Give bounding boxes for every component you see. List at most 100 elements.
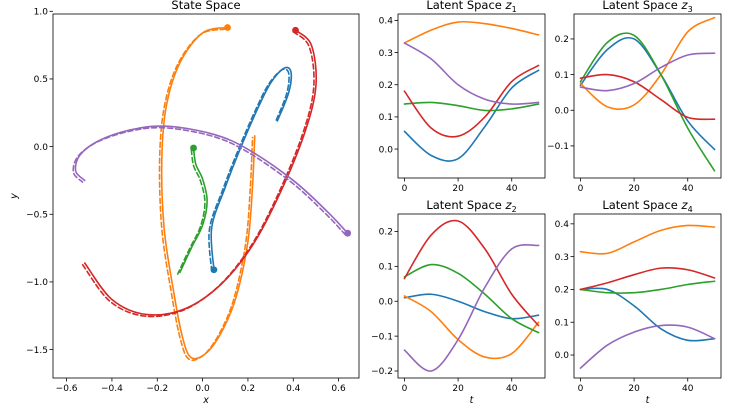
series-green-start-point xyxy=(190,144,197,152)
series-orange-line xyxy=(579,16,716,110)
series-green-line xyxy=(179,147,208,274)
series-orange-line xyxy=(403,295,540,360)
panel-title: Latent Space z1 xyxy=(426,0,516,14)
plot-area xyxy=(579,16,716,172)
plot-area xyxy=(579,224,716,369)
series-red-line xyxy=(403,219,540,327)
series-green-dashed-line xyxy=(176,148,206,275)
panel-latent-z3: 0 20 40 −0.1 0.0 0.1 0.2 Latent Space z3 xyxy=(547,0,722,194)
series-blue-line xyxy=(210,66,293,271)
series-red-line xyxy=(83,29,318,316)
y-tick-label: 0.1 xyxy=(379,113,393,123)
series-purple-line xyxy=(579,324,716,369)
x-axis-label: x xyxy=(202,395,209,406)
series-blue-line xyxy=(403,293,540,320)
y-tick-label: 0.1 xyxy=(379,263,393,273)
x-tick-label: 40 xyxy=(682,184,694,194)
series-purple-line xyxy=(403,42,540,105)
y-tick-label: 0.2 xyxy=(555,35,569,45)
series-blue-line xyxy=(403,69,540,162)
x-tick-label: 0 xyxy=(402,384,408,394)
axes-frame xyxy=(573,13,722,179)
series-blue-dashed-line xyxy=(208,68,290,273)
y-tick-label: −0.1 xyxy=(371,332,393,342)
y-tick-label: 0.1 xyxy=(555,318,569,328)
axes-frame xyxy=(397,213,546,379)
panel-title: Latent Space z3 xyxy=(602,0,692,14)
series-red-line xyxy=(579,266,716,291)
x-axis-label: t xyxy=(646,395,651,406)
panel-latent-z4: 0 20 40 0.0 0.1 0.2 0.3 0.4 Latent Space z4 t xyxy=(555,198,722,406)
series-red-line xyxy=(403,64,540,138)
series-red-start-point xyxy=(292,26,299,34)
series-orange-line xyxy=(160,26,256,360)
y-tick-label: 0.0 xyxy=(555,106,570,116)
x-tick-label: 40 xyxy=(506,384,518,394)
x-tick-label: 20 xyxy=(452,384,464,394)
x-tick-label: 20 xyxy=(628,184,640,194)
series-purple-line xyxy=(579,52,716,92)
x-tick-label: 20 xyxy=(628,384,640,394)
series-purple-line xyxy=(403,243,540,372)
y-tick-label: 1.0 xyxy=(34,7,49,17)
y-tick-label: 0.3 xyxy=(555,253,569,263)
axes-frame xyxy=(573,213,722,379)
series-red-line xyxy=(579,73,716,121)
plot-area xyxy=(72,24,352,362)
plot-area xyxy=(403,219,540,372)
x-tick-label: −0.4 xyxy=(101,384,123,394)
series-orange-line xyxy=(403,20,540,44)
panel-state-space: −0.6 −0.4 −0.2 0.0 0.2 0.4 0.6 −1.5 −1.0 −0.5 0.0 0… xyxy=(9,0,360,406)
series-green-line xyxy=(403,263,540,334)
series-blue-line xyxy=(579,287,716,342)
y-tick-label: 0.0 xyxy=(34,143,49,153)
x-tick-label: 40 xyxy=(506,184,518,194)
x-tick-label: 0.6 xyxy=(331,384,346,394)
panel-title: Latent Space z4 xyxy=(602,198,692,214)
x-tick-label: 0 xyxy=(578,184,584,194)
y-tick-label: 0.4 xyxy=(379,17,394,27)
panel-title: Latent Space z2 xyxy=(426,198,516,214)
axes-frame xyxy=(397,13,546,179)
y-tick-label: 0.0 xyxy=(555,351,570,361)
y-tick-label: −0.1 xyxy=(547,142,569,152)
y-tick-label: 0.2 xyxy=(555,286,569,296)
y-axis-label: y xyxy=(9,193,20,200)
series-purple-line xyxy=(74,125,349,235)
x-tick-label: 20 xyxy=(452,184,464,194)
series-blue-line xyxy=(579,36,716,151)
x-tick-label: 0.0 xyxy=(195,384,210,394)
y-tick-label: 0.0 xyxy=(379,145,394,155)
y-tick-label: −1.0 xyxy=(26,278,48,288)
series-purple-dashed-line xyxy=(72,126,347,236)
series-green-line xyxy=(579,32,716,172)
y-tick-label: 0.4 xyxy=(555,220,570,230)
series-orange-line xyxy=(579,224,716,255)
y-tick-label: −0.5 xyxy=(26,210,48,220)
y-tick-label: 0.3 xyxy=(379,49,393,59)
y-tick-label: 0.0 xyxy=(379,297,394,307)
series-purple-start-point xyxy=(344,229,352,237)
series-green-line xyxy=(403,101,540,112)
plot-area xyxy=(403,20,540,162)
y-tick-label: 0.2 xyxy=(379,81,393,91)
panel-title: State Space xyxy=(171,0,240,12)
x-tick-label: 0 xyxy=(578,384,584,394)
y-tick-label: 0.2 xyxy=(379,228,393,238)
panel-latent-z2: 0 20 40 −0.2 −0.1 0.0 0.1 0.2 Latent Space z2 t xyxy=(371,198,546,406)
x-tick-label: −0.6 xyxy=(56,384,78,394)
series-green-line xyxy=(579,280,716,294)
x-tick-label: 0 xyxy=(402,184,408,194)
series-blue-start-point xyxy=(210,266,218,274)
y-tick-label: 0.1 xyxy=(555,71,569,81)
x-tick-label: 40 xyxy=(682,384,694,394)
series-orange-start-point xyxy=(224,24,231,31)
y-tick-label: −0.2 xyxy=(371,367,393,377)
x-tick-label: 0.4 xyxy=(286,384,301,394)
x-tick-label: −0.2 xyxy=(146,384,168,394)
y-tick-label: −1.5 xyxy=(26,346,48,356)
y-tick-label: 0.5 xyxy=(34,75,48,85)
x-tick-label: 0.2 xyxy=(241,384,255,394)
panel-latent-z1: 0 20 40 0.0 0.1 0.2 0.3 0.4 Latent Space z1 xyxy=(379,0,546,194)
